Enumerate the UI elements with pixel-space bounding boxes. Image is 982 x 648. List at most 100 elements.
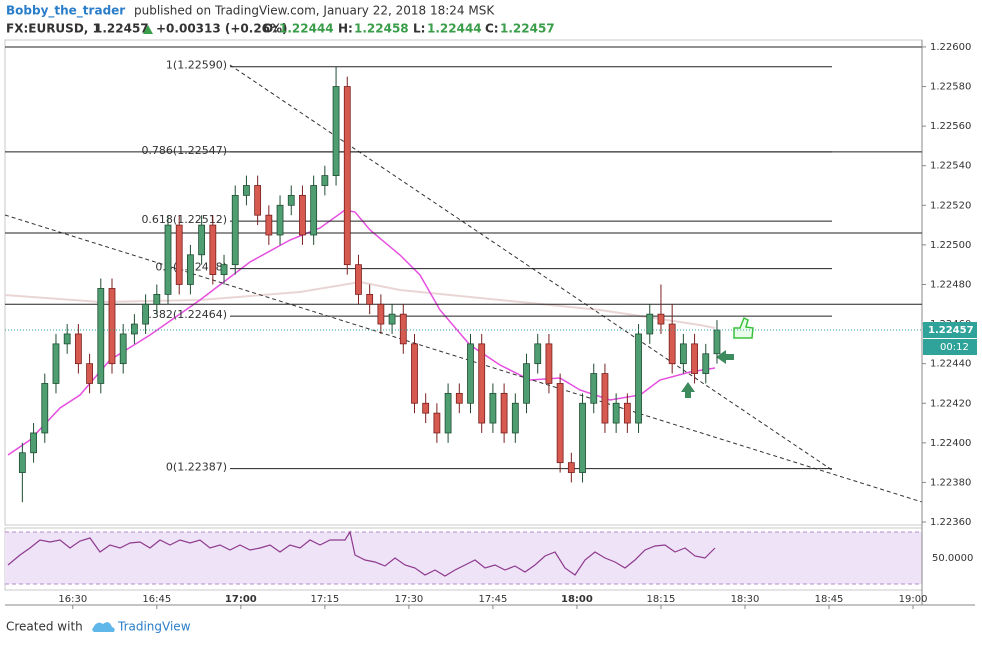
candle-body — [545, 343, 553, 384]
candle-body — [108, 288, 116, 365]
rsi-band — [5, 532, 922, 584]
price-tag-label: 1.22457 — [928, 325, 974, 336]
candle-body — [18, 452, 26, 473]
x-tick-label: 18:45 — [815, 594, 844, 605]
y-tick-label: 1.22600 — [930, 42, 971, 53]
candle-body — [175, 224, 183, 285]
x-tick-label: 19:00 — [899, 594, 928, 605]
candle-body — [399, 313, 407, 345]
candle-body — [679, 343, 687, 365]
fib-label: 0(1.22387) — [166, 461, 227, 474]
candle-body — [287, 194, 295, 206]
candle-body — [164, 224, 172, 295]
plot-frame — [4, 39, 923, 526]
candle-body — [86, 363, 93, 384]
fib-label: 1(1.22590) — [166, 59, 227, 72]
candle-body — [52, 343, 60, 384]
o-label: O: — [263, 22, 278, 36]
candle-body — [332, 86, 340, 177]
countdown-tag — [923, 339, 977, 356]
brand[interactable]: TradingView — [117, 620, 191, 634]
y-tick-label: 1.22500 — [930, 240, 971, 251]
c-label: C: — [485, 22, 499, 36]
candle-body — [635, 333, 642, 424]
x-tick-label: 16:30 — [58, 594, 87, 605]
candle-body — [254, 185, 262, 216]
x-tick-label: 16:45 — [142, 594, 171, 605]
candle-body — [467, 343, 474, 404]
y-tick-label: 1.22520 — [930, 200, 971, 211]
candle-body — [119, 333, 127, 365]
trendline — [229, 64, 833, 471]
candle-body — [534, 343, 542, 365]
candle-body — [63, 333, 71, 345]
x-tick-label: 17:15 — [310, 594, 339, 605]
candle-body — [411, 343, 418, 404]
change: +0.00313 (+0.26%) — [156, 22, 288, 36]
candle-body — [231, 194, 239, 266]
candle-body — [187, 254, 194, 285]
candle-body — [74, 333, 82, 365]
candle-body — [343, 86, 351, 266]
last-price: 1.22457 — [94, 22, 149, 36]
candle-body — [377, 303, 385, 325]
x-tick-label: 18:00 — [561, 594, 593, 605]
candle-body — [713, 329, 721, 355]
candle-body — [321, 175, 329, 186]
candle-body — [209, 224, 217, 275]
created-with: Created with — [6, 620, 83, 634]
candle-body — [579, 402, 586, 473]
y-tick-label: 1.22560 — [930, 121, 971, 132]
candle-body — [590, 373, 598, 404]
candle-body — [366, 293, 374, 305]
candle-body — [523, 363, 530, 404]
candle-body — [556, 383, 564, 464]
price-tag — [923, 322, 977, 339]
c-value: 1.22457 — [500, 22, 555, 36]
candle-body — [691, 343, 698, 374]
fib-label: 0.618(1.22512) — [141, 213, 227, 226]
candle-body — [41, 383, 49, 434]
y-tick-label: 1.22580 — [930, 82, 971, 93]
author[interactable]: Bobby_the_trader — [6, 4, 125, 19]
trendline — [4, 214, 923, 503]
o-value: 1.22444 — [279, 22, 334, 36]
candle-body — [388, 313, 396, 325]
candle-body — [489, 392, 497, 424]
candle-body — [153, 293, 161, 305]
fib-label: 0.382(1.22464) — [141, 308, 227, 321]
candle-body — [500, 392, 508, 434]
candle-body — [310, 185, 318, 236]
candle-body — [668, 323, 676, 365]
l-label: L: — [413, 22, 425, 36]
h-label: H: — [338, 22, 353, 36]
x-tick-label: 18:15 — [647, 594, 676, 605]
candle-body — [478, 343, 486, 424]
candle-body — [220, 264, 228, 275]
arrow-up-icon — [681, 382, 695, 398]
arrow-left-icon — [716, 350, 734, 364]
candle-body — [130, 323, 138, 335]
candle-body — [567, 462, 575, 473]
thumb-icon — [733, 316, 754, 339]
candle-body — [142, 303, 150, 325]
symbol: FX:EURUSD, 1 — [6, 22, 101, 36]
y-tick-label: 1.22440 — [930, 359, 971, 370]
up-arrow — [143, 25, 153, 34]
candle-body — [612, 402, 620, 424]
rsi-label: 50.0000 — [932, 553, 973, 564]
y-tick-label: 1.22400 — [930, 438, 971, 449]
y-tick-label: 1.22420 — [930, 398, 971, 409]
countdown-label: 00:12 — [940, 342, 969, 353]
y-tick-label: 1.22380 — [930, 477, 971, 488]
candle-body — [198, 224, 206, 256]
candle-body — [355, 264, 362, 295]
l-value: 1.22444 — [427, 22, 482, 36]
y-tick-label: 1.22540 — [930, 161, 971, 172]
candle-body — [265, 214, 273, 236]
candle-body — [422, 402, 430, 414]
candle-body — [601, 373, 609, 424]
candle-body — [511, 402, 519, 434]
candle-body — [444, 392, 452, 434]
